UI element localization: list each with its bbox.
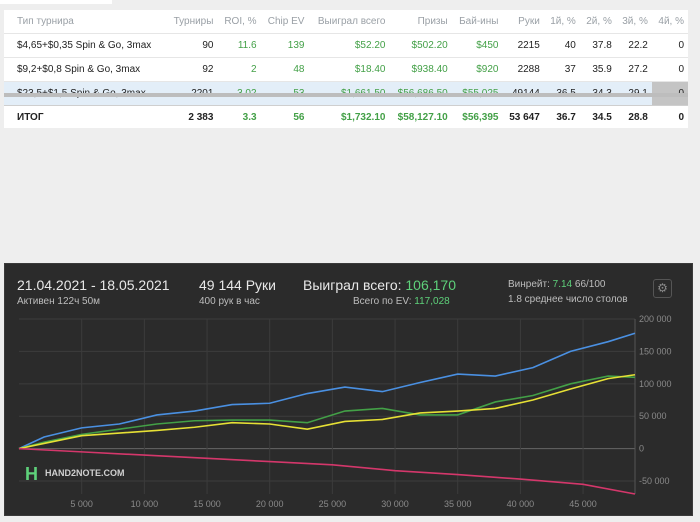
x-tick-label: 20 000 (256, 499, 284, 509)
x-tick-label: 15 000 (193, 499, 221, 509)
x-tick-label: 10 000 (131, 499, 159, 509)
column-header[interactable]: 2й, % (586, 16, 612, 27)
won-total: Выиграл всего: 106,170 (303, 277, 456, 293)
table-cell: $920 (451, 57, 503, 82)
table-cell: 2288 (502, 57, 544, 82)
tournament-table-card: Тип турнира Турниры ROI, % Chip EV Выиграл в… (4, 10, 688, 129)
total-cell: 0 (651, 105, 688, 129)
logo-text: HAND2NOTE.COM (45, 468, 125, 478)
x-tick-label: 40 000 (507, 499, 535, 509)
table-cell: 35.9 (579, 57, 616, 82)
column-header[interactable]: Бай-ины (459, 16, 499, 27)
avg-tables: 1.8 среднее число столов (508, 294, 628, 305)
table-cell: $938.40 (389, 57, 452, 82)
total-cell: 53 647 (502, 105, 544, 129)
horizontal-scrollbar[interactable] (4, 93, 688, 97)
total-cell: 36.7 (543, 105, 580, 129)
table-cell: 0 (651, 33, 688, 58)
y-tick-label: 0 (639, 444, 644, 454)
total-cell: $1,732.10 (308, 105, 390, 129)
x-tick-label: 45 000 (569, 499, 597, 509)
table-cell: 37.8 (579, 33, 616, 58)
stats-panel: 21.04.2021 - 18.05.2021 Активен 122ч 50м… (4, 263, 693, 516)
winrate-label: Винрейт: (508, 279, 550, 290)
table-cell: $52.20 (308, 33, 390, 58)
x-tick-label: 25 000 (319, 499, 347, 509)
column-header[interactable]: 4й, % (658, 16, 684, 27)
total-cell: 56 (260, 105, 309, 129)
ev-label: Всего по EV: (353, 296, 412, 307)
y-tick-label: 150 000 (639, 346, 672, 356)
column-header[interactable]: Турниры (173, 16, 214, 27)
table-cell: 2 (217, 57, 261, 82)
table-cell: 2215 (502, 33, 544, 58)
table-cell: 11.6 (217, 33, 261, 58)
table-cell: 0 (651, 57, 688, 82)
column-header[interactable]: ROI, % (224, 16, 257, 27)
table-cell: $502.20 (389, 33, 452, 58)
column-header[interactable]: Выиграл всего (317, 16, 386, 27)
column-header[interactable]: Chip EV (267, 16, 305, 27)
table-cell: $9,2+$0,8 Spin & Go, 3max (4, 57, 167, 82)
table-cell: 22.2 (615, 33, 652, 58)
won-label: Выиграл всего: (303, 277, 402, 293)
hands-count: 49 144 Руки (199, 277, 276, 293)
total-cell: $58,127.10 (389, 105, 452, 129)
table-header-row: Тип турнира Турниры ROI, % Chip EV Выиграл в… (4, 10, 688, 34)
table-cell: 27.2 (615, 57, 652, 82)
table-cell: $18.40 (308, 57, 390, 82)
y-tick-label: 100 000 (639, 379, 672, 389)
winrate: Винрейт: 7.14 66/100 (508, 279, 605, 290)
table-body: $4,65+$0,35 Spin & Go, 3max 90 11.6 139 $52.… (4, 33, 688, 129)
y-tick-label: 50 000 (639, 411, 667, 421)
table-row[interactable]: $9,2+$0,8 Spin & Go, 3max 92 2 48 $18.40 $938… (4, 57, 688, 82)
total-row: ИТОГ 2 383 3.3 56 $1,732.10 $58,127.10 $56,395… (4, 105, 688, 129)
total-cell: ИТОГ (4, 105, 167, 129)
column-header[interactable]: 3й, % (622, 16, 648, 27)
column-header[interactable]: Тип турнира (17, 16, 74, 27)
hands-rate: 400 рук в час (199, 296, 260, 307)
winrate-value: 7.14 (552, 279, 573, 290)
table-cell: 92 (166, 57, 218, 82)
tournament-table: Тип турнира Турниры ROI, % Chip EV Выиграл в… (4, 10, 688, 129)
table-cell: 40 (543, 33, 580, 58)
table-cell: $450 (451, 33, 503, 58)
ev-value: 117,028 (414, 296, 450, 307)
series-line (18, 375, 636, 450)
series-line (18, 332, 636, 450)
table-row[interactable]: $4,65+$0,35 Spin & Go, 3max 90 11.6 139 $52.… (4, 33, 688, 58)
winrate-rest: 66/100 (574, 279, 606, 290)
table-cell: 37 (543, 57, 580, 82)
column-header[interactable]: 1й, % (550, 16, 576, 27)
column-header[interactable]: Руки (518, 16, 540, 27)
series-line (18, 373, 636, 450)
won-value: 106,170 (405, 277, 456, 293)
table-cell: 90 (166, 33, 218, 58)
table-cell: 139 (260, 33, 309, 58)
total-cell: 28.8 (615, 105, 652, 129)
table-cell: 48 (260, 57, 309, 82)
gear-icon[interactable]: ⚙ (653, 279, 672, 298)
x-tick-label: 30 000 (381, 499, 409, 509)
x-tick-label: 5 000 (70, 499, 93, 509)
total-cell: 3.3 (217, 105, 261, 129)
x-tick-label: 35 000 (444, 499, 472, 509)
column-header[interactable]: Призы (417, 16, 448, 27)
total-cell: 2 383 (166, 105, 218, 129)
total-cell: 34.5 (579, 105, 616, 129)
date-range: 21.04.2021 - 18.05.2021 (17, 277, 170, 293)
hand2note-logo: H HAND2NOTE.COM (25, 464, 125, 484)
y-tick-label: -50 000 (639, 476, 670, 486)
total-cell: $56,395 (451, 105, 503, 129)
active-time: Активен 122ч 50м (17, 296, 101, 307)
logo-mark: H (25, 464, 38, 484)
y-tick-label: 200 000 (639, 314, 672, 324)
table-cell: $4,65+$0,35 Spin & Go, 3max (4, 33, 167, 58)
profit-chart: 200 000 150 000 100 000 50 000 0 -50 000 5 000… (18, 314, 672, 509)
ev-total: Всего по EV: 117,028 (353, 296, 450, 307)
series-line (18, 447, 636, 495)
top-tab-strip (0, 0, 112, 4)
